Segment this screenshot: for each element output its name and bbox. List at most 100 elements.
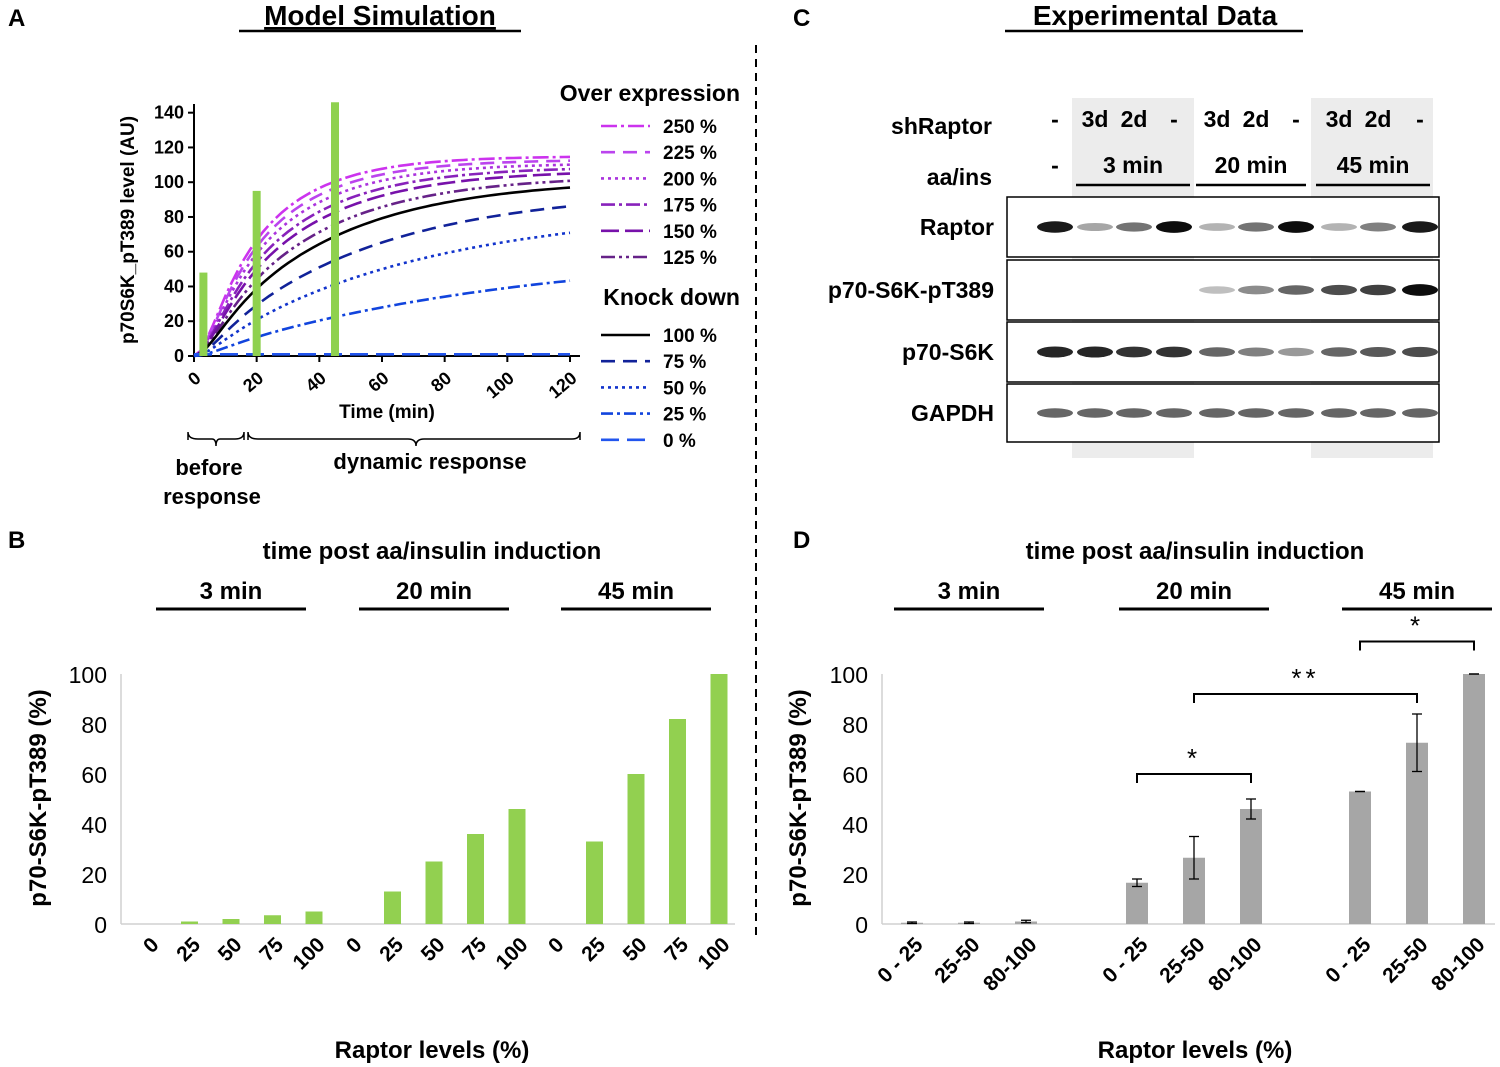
d-significance-bracket: [1136, 773, 1252, 783]
a-legend-knock-title: Knock down: [603, 284, 740, 310]
c-shraptor-value: 3d: [1204, 106, 1231, 132]
b-bar: [384, 891, 401, 924]
c-blot-band: [1278, 408, 1314, 418]
a-y-tick-label: 120: [154, 137, 184, 157]
d-y-tick-label: 20: [842, 862, 868, 888]
c-blot-band: [1321, 347, 1357, 357]
c-blot-label: p70-S6K-pT389: [828, 277, 994, 303]
b-x-tick-label: 50: [214, 933, 247, 966]
c-shraptor-value: -: [1170, 106, 1178, 132]
c-shraptor-value: 3d: [1326, 106, 1353, 132]
b-bar: [222, 919, 240, 924]
a-bracket-before: [187, 431, 245, 447]
a-time-marker-bar: [331, 102, 339, 356]
b-y-axis-label: p70-S6K-pT389 (%): [25, 689, 52, 906]
d-x-tick-label: 25-50: [1155, 933, 1209, 987]
b-group-label: 20 min: [396, 578, 472, 605]
d-group-label: 45 min: [1379, 578, 1455, 605]
a-series-line: [193, 159, 571, 358]
d-significance-label: **: [1291, 663, 1319, 693]
d-y-tick-label: 0: [855, 912, 868, 938]
a-legend-label: 75 %: [663, 352, 706, 373]
b-x-tick-label: 25: [375, 933, 408, 966]
b-y-tick-label: 40: [81, 812, 107, 838]
c-blot-band: [1116, 346, 1152, 358]
c-time-groups: 3 min 20 min 45 min: [1076, 152, 1430, 187]
header-experimental-data: Experimental Data: [1033, 0, 1278, 31]
c-time-group-label: 45 min: [1337, 152, 1410, 178]
b-y-tick-label: 0: [94, 912, 107, 938]
b-bar: [264, 915, 281, 924]
a-series-line: [193, 155, 571, 358]
d-x-tick-label: 25-50: [1378, 933, 1432, 987]
a-legend-label: 200 %: [663, 169, 717, 190]
b-x-tick-label: 0: [139, 933, 164, 958]
c-shraptor-values: -3d 2d -3d 2d -3d 2d -: [1051, 106, 1424, 132]
d-y-ticks: 0 20 40 60 80 100: [830, 662, 868, 938]
c-blot-band: [1116, 408, 1152, 418]
a-legend: 250 % 225 % 200 % 175 % 150 % 125 % 100 % 75 % 5…: [601, 117, 717, 452]
a-legend-label: 250 %: [663, 117, 717, 138]
c-blot-band: [1402, 284, 1438, 296]
panel-c-western-blot: shRaptor aa/ins -3d 2d -3d 2d -3d 2d - - 3 min…: [828, 98, 1440, 458]
a-x-tick-label: 20: [239, 368, 267, 396]
d-y-axis-label: p70-S6K-pT389 (%): [785, 689, 812, 906]
b-y-tick-label: 20: [81, 862, 107, 888]
d-bar: [1240, 809, 1262, 924]
a-series-line: [193, 279, 571, 358]
c-blot-band: [1199, 286, 1235, 294]
d-x-tick-label: 80-100: [979, 933, 1042, 996]
plot-area-a: [194, 104, 580, 356]
c-blot-band: [1402, 346, 1438, 358]
c-blot-band: [1278, 221, 1314, 233]
b-y-tick-label: 100: [69, 662, 107, 688]
a-y-tick-label: 20: [164, 311, 184, 331]
d-x-tick-label: 25-50: [930, 933, 984, 987]
c-shraptor-value: -: [1292, 106, 1300, 132]
a-bracket-dynamic: [247, 431, 581, 447]
d-significance: ****: [1136, 611, 1475, 783]
d-bar: [1349, 791, 1371, 924]
d-x-tick-label: 0 - 25: [1098, 933, 1152, 987]
a-legend-label: 100 %: [663, 326, 717, 347]
d-significance-label: *: [1410, 611, 1424, 641]
a-x-tick-label: 60: [364, 368, 392, 396]
c-blot-band: [1077, 408, 1113, 418]
b-x-tick-label: 100: [288, 933, 329, 974]
b-y-tick-label: 60: [81, 762, 107, 788]
c-blot-band: [1037, 408, 1073, 418]
c-row-label-aains: aa/ins: [927, 164, 992, 190]
c-time-group-label: 20 min: [1215, 152, 1288, 178]
panel-d-bar-chart: time post aa/insulin induction 3 min 20 m…: [785, 538, 1495, 1064]
c-blot-band: [1037, 221, 1073, 233]
c-blot-band: [1321, 223, 1357, 231]
c-blot-band: [1360, 222, 1396, 232]
header-model-simulation: Model Simulation: [264, 0, 496, 31]
a-legend-label: 175 %: [663, 196, 717, 217]
b-y-ticks: 0 20 40 60 80 100: [69, 662, 107, 938]
a-x-tick-label: 100: [482, 368, 518, 403]
d-bar: [1183, 857, 1205, 924]
b-x-ticks: 0 25 50 75 100 0 25 50 75 100 0 25 50 75 100: [139, 933, 735, 974]
b-x-tick-label: 100: [693, 933, 734, 974]
a-series-line: [193, 204, 571, 358]
c-blot-band: [1199, 347, 1235, 357]
d-significance-label: *: [1187, 743, 1201, 773]
c-shraptor-value: 2d: [1243, 106, 1270, 132]
b-y-tick-label: 80: [81, 712, 107, 738]
b-x-tick-label: 100: [491, 933, 532, 974]
b-x-tick-label: 0: [342, 933, 367, 958]
panel-a-line-chart: 0 20 40 60 80 100 120 140 0 20 40 60 80 100 120 p70S6…: [118, 80, 740, 509]
d-x-tick-label: 0 - 25: [1321, 933, 1375, 987]
c-blot-band: [1321, 284, 1357, 296]
c-blot-band: [1116, 222, 1152, 232]
d-y-tick-label: 80: [842, 712, 868, 738]
d-y-tick-label: 60: [842, 762, 868, 788]
a-legend-label: 0 %: [663, 431, 696, 452]
b-bar: [467, 834, 484, 924]
c-blot-band: [1156, 346, 1192, 358]
c-blot-label: Raptor: [920, 214, 994, 240]
b-group-label: 45 min: [598, 578, 674, 605]
b-bar: [425, 861, 443, 924]
